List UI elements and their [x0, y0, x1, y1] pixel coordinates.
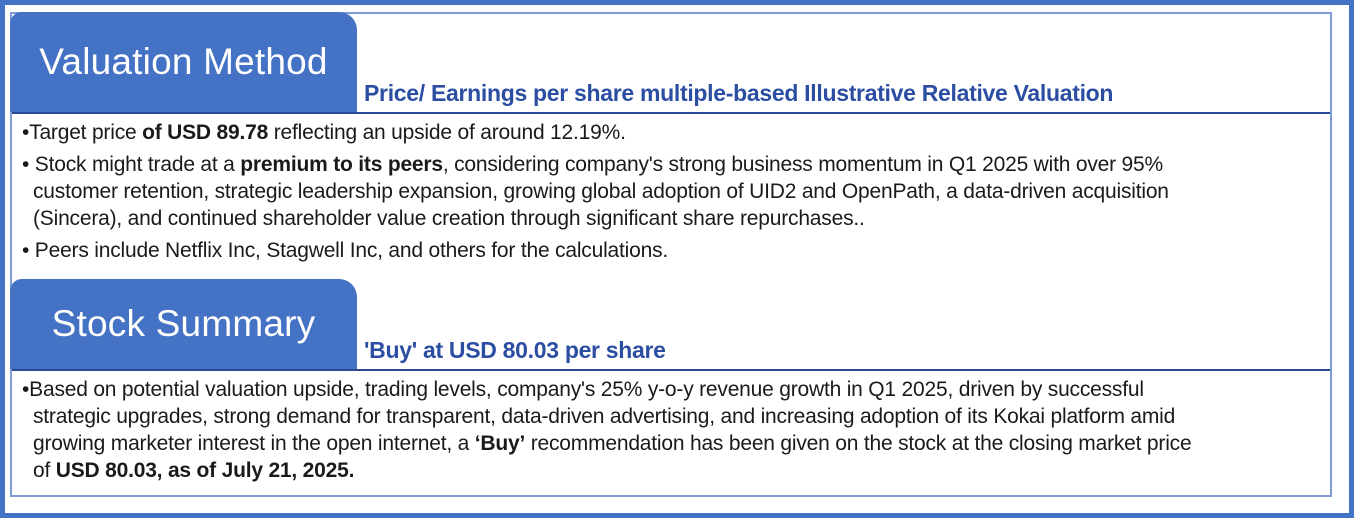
bullet-text-bold: premium to its peers [240, 153, 443, 176]
bullet-text: reflecting an upside of around 12.19%. [268, 121, 626, 144]
valuation-method-header: Valuation Method Price/ Earnings per sha… [10, 12, 1330, 114]
stock-summary-subtitle: 'Buy' at USD 80.03 per share [364, 337, 666, 363]
valuation-method-subtitle: Price/ Earnings per share multiple-based… [364, 80, 1114, 106]
valuation-method-body: •Target price of USD 89.78 reflecting an… [12, 114, 1330, 279]
bullet-item: • Peers include Netflix Inc, Stagwell In… [22, 237, 1322, 264]
content-panel: Valuation Method Price/ Earnings per sha… [10, 12, 1332, 497]
stock-summary-tab-title: Stock Summary [51, 303, 316, 344]
stock-summary-tab: Stock Summary [10, 279, 357, 369]
bullet-text: • Stock might trade at a [22, 153, 241, 176]
valuation-method-tab: Valuation Method [10, 12, 357, 112]
bullet-text: •Based on potential valuation upside, tr… [22, 378, 1176, 455]
bullet-text-bold: ‘Buy’ [474, 432, 526, 455]
bullet-text-bold: USD 80.03, as of July 21, 2025. [55, 459, 355, 482]
bullet-text: recommendation has been given on the sto… [33, 432, 1192, 482]
stock-summary-header: Stock Summary 'Buy' at USD 80.03 per sha… [10, 279, 1330, 371]
bullet-text: • Peers include Netflix Inc, Stagwell In… [22, 239, 669, 262]
bullet-text: , considering company's strong business … [33, 153, 1169, 230]
bullet-item: • Stock might trade at a premium to its … [22, 151, 1322, 232]
bullet-item: •Target price of USD 89.78 reflecting an… [22, 119, 1322, 146]
bullet-text-bold: of USD 89.78 [142, 121, 269, 144]
stock-summary-body: •Based on potential valuation upside, tr… [12, 371, 1330, 495]
valuation-method-tab-title: Valuation Method [39, 41, 328, 82]
bullet-item: •Based on potential valuation upside, tr… [22, 376, 1322, 484]
bullet-text: •Target price [22, 121, 143, 144]
